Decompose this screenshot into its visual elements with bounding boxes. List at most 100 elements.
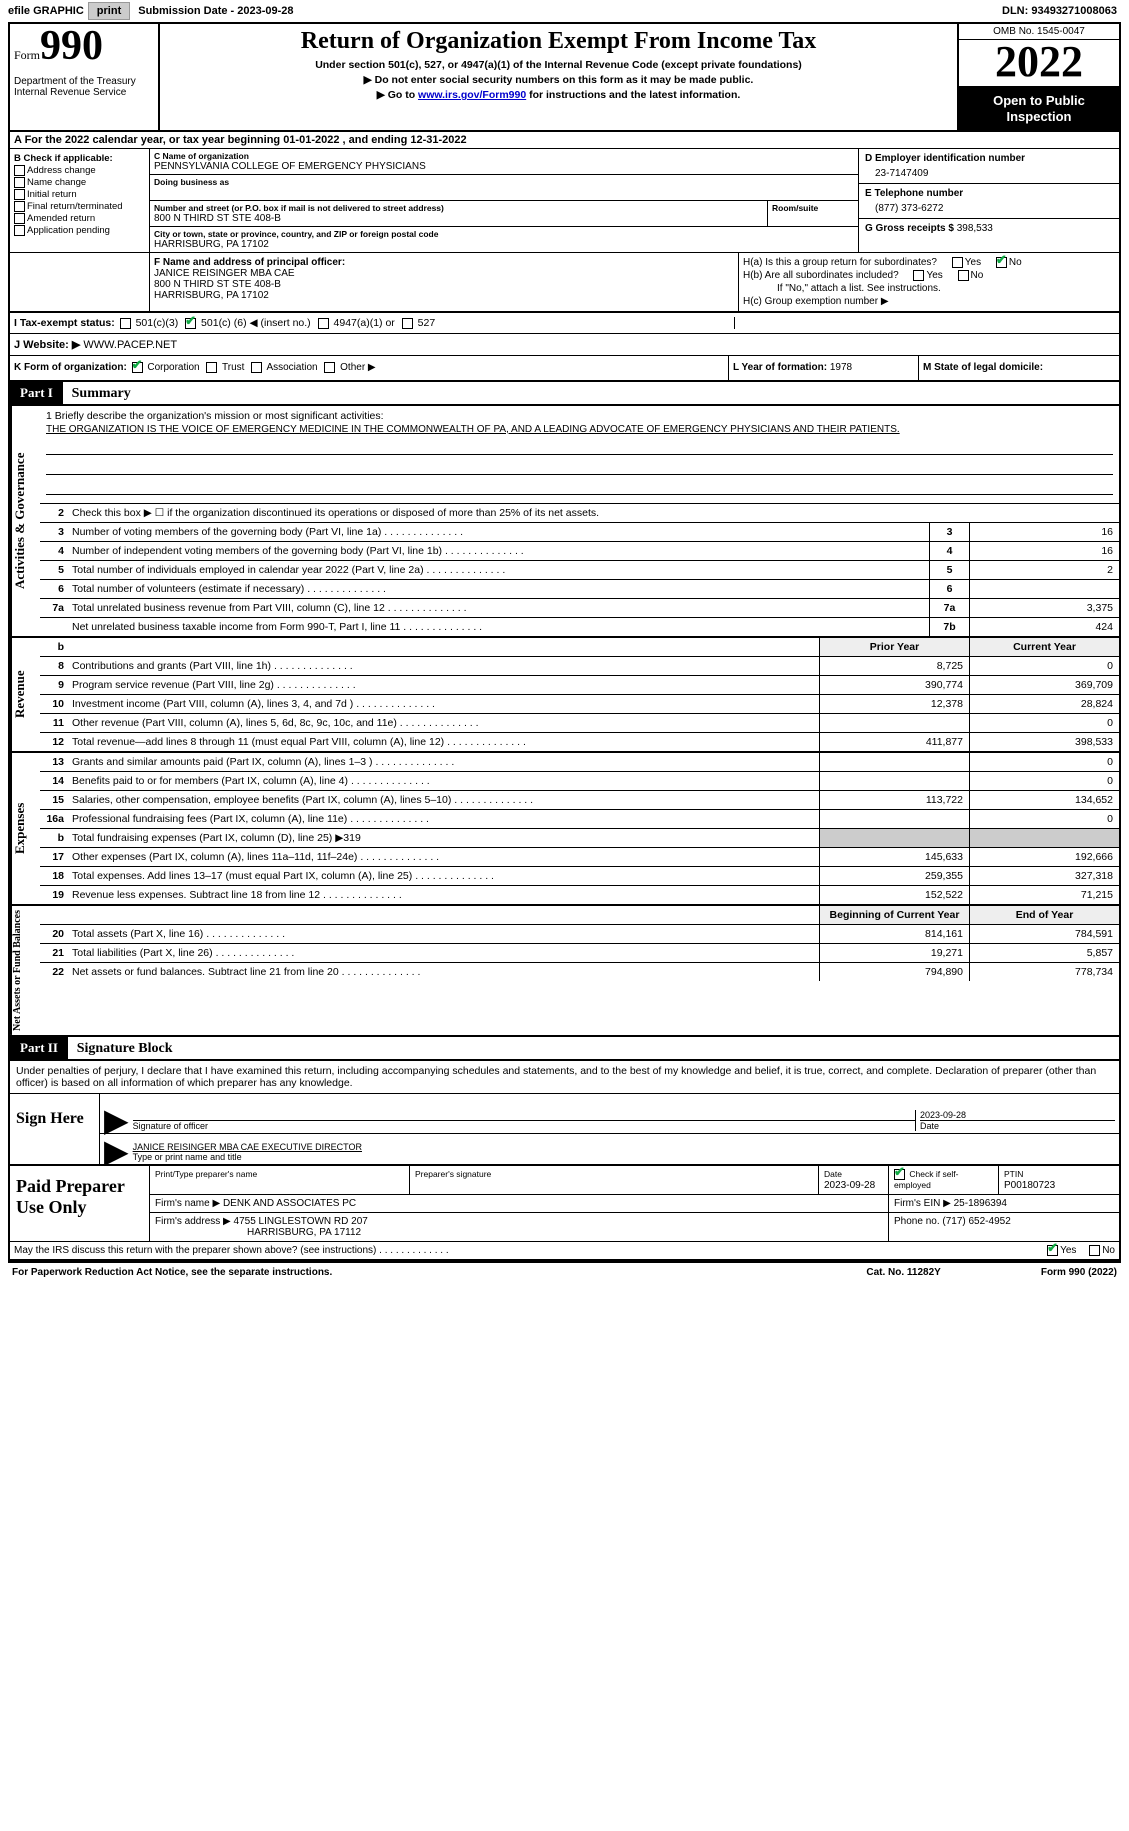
line-desc: Number of independent voting members of … [68,542,929,560]
city-value: HARRISBURG, PA 17102 [154,239,854,250]
irs-discuss-label: May the IRS discuss this return with the… [14,1245,1047,1256]
line-num: 5 [40,561,68,579]
cb-amended[interactable]: Amended return [14,213,145,224]
cb-name-change[interactable]: Name change [14,177,145,188]
prior-value: 814,161 [819,925,969,943]
line-2: Check this box ▶ ☐ if the organization d… [68,504,1119,522]
line-num: 19 [40,886,68,904]
perjury-text: Under penalties of perjury, I declare th… [10,1061,1119,1094]
cb-assoc[interactable]: Association [266,363,317,374]
cat-no: Cat. No. 11282Y [866,1267,940,1278]
officer-addr1: 800 N THIRD ST STE 408-B [154,279,734,290]
cb-final-return[interactable]: Final return/terminated [14,201,145,212]
paperwork-notice: For Paperwork Reduction Act Notice, see … [12,1267,866,1278]
year-form-label: L Year of formation: [733,362,830,373]
line-boxnum: 6 [929,580,969,598]
line-value [969,580,1119,598]
line-desc: Other expenses (Part IX, column (A), lin… [68,848,819,866]
print-button[interactable]: print [88,2,130,20]
cb-corp[interactable]: Corporation [147,363,199,374]
line-num: 10 [40,695,68,713]
cb-other[interactable]: Other ▶ [340,363,375,374]
cb-address-change[interactable]: Address change [14,165,145,176]
prior-value: 794,890 [819,963,969,981]
line-desc: Salaries, other compensation, employee b… [68,791,819,809]
line-value: 3,375 [969,599,1119,617]
prior-value [819,810,969,828]
prior-value: 12,378 [819,695,969,713]
prior-value [819,714,969,732]
line-num: 14 [40,772,68,790]
dba-label: Doing business as [154,177,854,187]
box-b-label: B Check if applicable: [14,153,145,164]
prep-date-value: 2023-09-28 [824,1180,875,1191]
header-center: Return of Organization Exempt From Incom… [160,24,959,130]
ha-no[interactable]: No [1009,257,1022,268]
line-desc: Program service revenue (Part VIII, line… [68,676,819,694]
current-value: 327,318 [969,867,1119,885]
cb-4947[interactable]: 4947(a)(1) or [334,317,395,329]
line-value: 2 [969,561,1119,579]
line-desc: Professional fundraising fees (Part IX, … [68,810,819,828]
firm-addr2: HARRISBURG, PA 17112 [247,1227,361,1238]
row-k: K Form of organization: Corporation Trus… [10,356,729,379]
vtab-expenses: Expenses [10,753,40,904]
line-desc: Total fundraising expenses (Part IX, col… [68,829,819,847]
year-form-value: 1978 [830,362,852,373]
hb-yes[interactable]: Yes [926,270,942,281]
cb-app-pending[interactable]: Application pending [14,225,145,236]
mission-label: 1 Briefly describe the organization's mi… [46,410,1113,422]
ha-yes[interactable]: Yes [965,257,981,268]
prior-value [819,772,969,790]
row-m: M State of legal domicile: [919,356,1119,379]
mission-text: THE ORGANIZATION IS THE VOICE OF EMERGEN… [46,424,1113,435]
efile-label: efile GRAPHIC [8,5,84,17]
gross-label: G Gross receipts $ [865,223,957,234]
prior-value [819,753,969,771]
prior-value: 113,722 [819,791,969,809]
row-i: I Tax-exempt status: 501(c)(3) 501(c) (6… [14,317,735,329]
irs-link[interactable]: www.irs.gov/Form990 [418,89,526,101]
current-value: 0 [969,810,1119,828]
current-value: 0 [969,714,1119,732]
form-prefix: Form [14,48,40,62]
cb-501c3[interactable]: 501(c)(3) [136,317,179,329]
discuss-no[interactable]: No [1102,1245,1115,1256]
current-value: 134,652 [969,791,1119,809]
line-value: 424 [969,618,1119,636]
sig-date-label: Date [920,1120,1115,1131]
cb-527[interactable]: 527 [418,317,436,329]
cb-trust[interactable]: Trust [222,363,244,374]
form-title: Return of Organization Exempt From Incom… [166,28,951,55]
prior-value: 390,774 [819,676,969,694]
cb-501c-pre[interactable]: 501(c) ( [201,317,237,329]
line-desc: Number of voting members of the governin… [68,523,929,541]
firm-ein: 25-1896394 [954,1198,1007,1209]
submission-date: Submission Date - 2023-09-28 [138,5,293,17]
hb-no[interactable]: No [971,270,984,281]
open-to-public: Open to Public Inspection [959,87,1119,130]
ptin-label: PTIN [1004,1169,1023,1179]
line-num: 20 [40,925,68,943]
line-boxnum: 7b [929,618,969,636]
org-name-label: C Name of organization [154,151,854,161]
line-value: 16 [969,523,1119,541]
cb-initial-return[interactable]: Initial return [14,189,145,200]
current-value: 71,215 [969,886,1119,904]
firm-phone: (717) 652-4952 [942,1216,1010,1227]
officer-label: F Name and address of principal officer: [154,257,734,268]
line-num: 4 [40,542,68,560]
line-num: b [40,829,68,847]
line-num: 21 [40,944,68,962]
top-toolbar: efile GRAPHIC print Submission Date - 20… [8,0,1121,22]
form-ref: Form 990 (2022) [1041,1267,1117,1278]
ha-label: H(a) Is this a group return for subordin… [743,257,937,268]
ein-label: D Employer identification number [865,153,1113,164]
discuss-yes[interactable]: Yes [1060,1245,1076,1256]
firm-addr-label: Firm's address ▶ [155,1216,231,1227]
current-value: 784,591 [969,925,1119,943]
form-subtitle-3: ▶ Go to www.irs.gov/Form990 for instruct… [166,89,951,101]
gross-value: 398,533 [957,223,993,234]
row-l: L Year of formation: 1978 [729,356,919,379]
prior-value: 8,725 [819,657,969,675]
